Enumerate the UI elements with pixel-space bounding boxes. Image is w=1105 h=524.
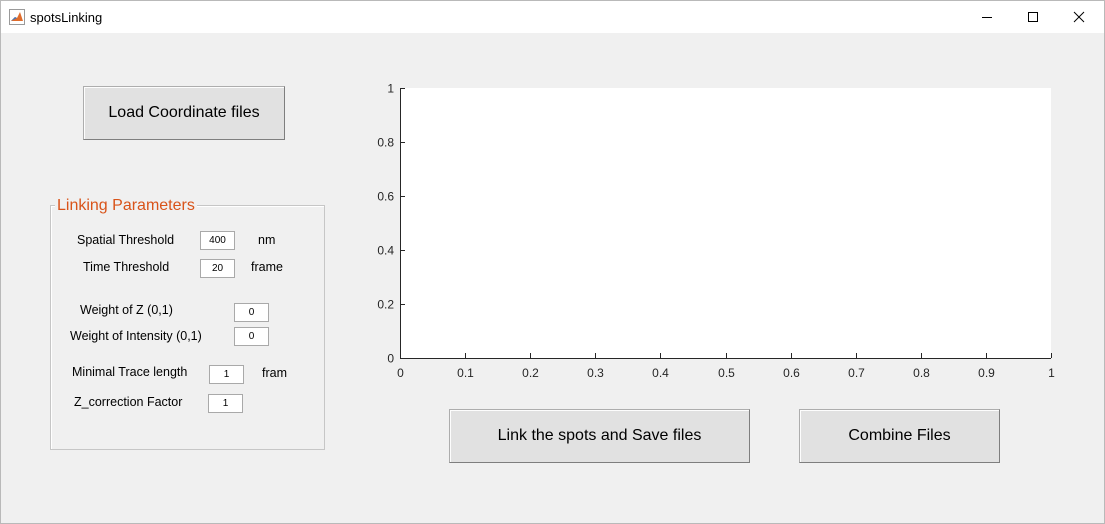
minimize-icon [982,17,992,18]
title-bar[interactable]: spotsLinking [1,1,1104,33]
x-tick-label: 0.5 [718,366,735,380]
x-tick-label: 0.8 [913,366,930,380]
y-tick-label: 0 [387,352,394,366]
window-title: spotsLinking [30,10,103,25]
time-threshold-label: Time Threshold [83,260,170,274]
y-tick-label: 0.6 [377,190,394,204]
plot-area [400,88,1051,358]
x-tick-label: 0.6 [783,366,800,380]
combine-files-button[interactable]: Combine Files [799,409,1000,463]
min-trace-length-input[interactable]: 1 [209,365,244,384]
x-tick-label: 0 [397,366,404,380]
time-threshold-input[interactable]: 20 [200,259,235,278]
spatial-threshold-unit: nm [258,233,276,247]
y-tick-label: 0.8 [377,136,394,150]
weight-intensity-input[interactable]: 0 [234,327,269,346]
load-coordinate-files-button[interactable]: Load Coordinate files [83,86,285,140]
x-tick-label: 0.9 [978,366,995,380]
z-correction-label: Z_correction Factor [74,395,183,409]
min-trace-length-label: Minimal Trace length [72,365,188,379]
minimize-button[interactable] [964,1,1010,33]
spatial-threshold-input[interactable]: 400 [200,231,235,250]
axes-chart[interactable]: 0 0.1 0.2 0.3 0.4 0.5 0.6 0.7 0.8 0.9 1 0 0.2 0.4 0.6… [1,1,1104,401]
close-icon [1073,11,1085,23]
y-tick-label: 1 [387,82,394,96]
spatial-threshold-label: Spatial Threshold [77,233,175,247]
maximize-button[interactable] [1010,1,1056,33]
maximize-icon [1028,12,1038,22]
matlab-icon [9,9,25,25]
x-tick-label: 1 [1048,366,1055,380]
z-correction-input[interactable]: 1 [208,394,243,413]
x-tick-label: 0.4 [652,366,669,380]
y-tick-label: 0.4 [377,244,394,258]
linking-parameters-title: Linking Parameters [55,197,197,215]
x-tick-label: 0.3 [587,366,604,380]
min-trace-length-unit: fram [262,366,287,380]
weight-z-input[interactable]: 0 [234,303,269,322]
weight-z-label: Weight of Z (0,1) [80,303,173,317]
x-tick-label: 0.2 [522,366,539,380]
y-tick-label: 0.2 [377,298,394,312]
x-tick-label: 0.1 [457,366,474,380]
x-tick-label: 0.7 [848,366,865,380]
weight-intensity-label: Weight of Intensity (0,1) [70,329,202,343]
close-button[interactable] [1056,1,1102,33]
link-spots-save-button[interactable]: Link the spots and Save files [449,409,750,463]
time-threshold-unit: frame [251,260,283,274]
